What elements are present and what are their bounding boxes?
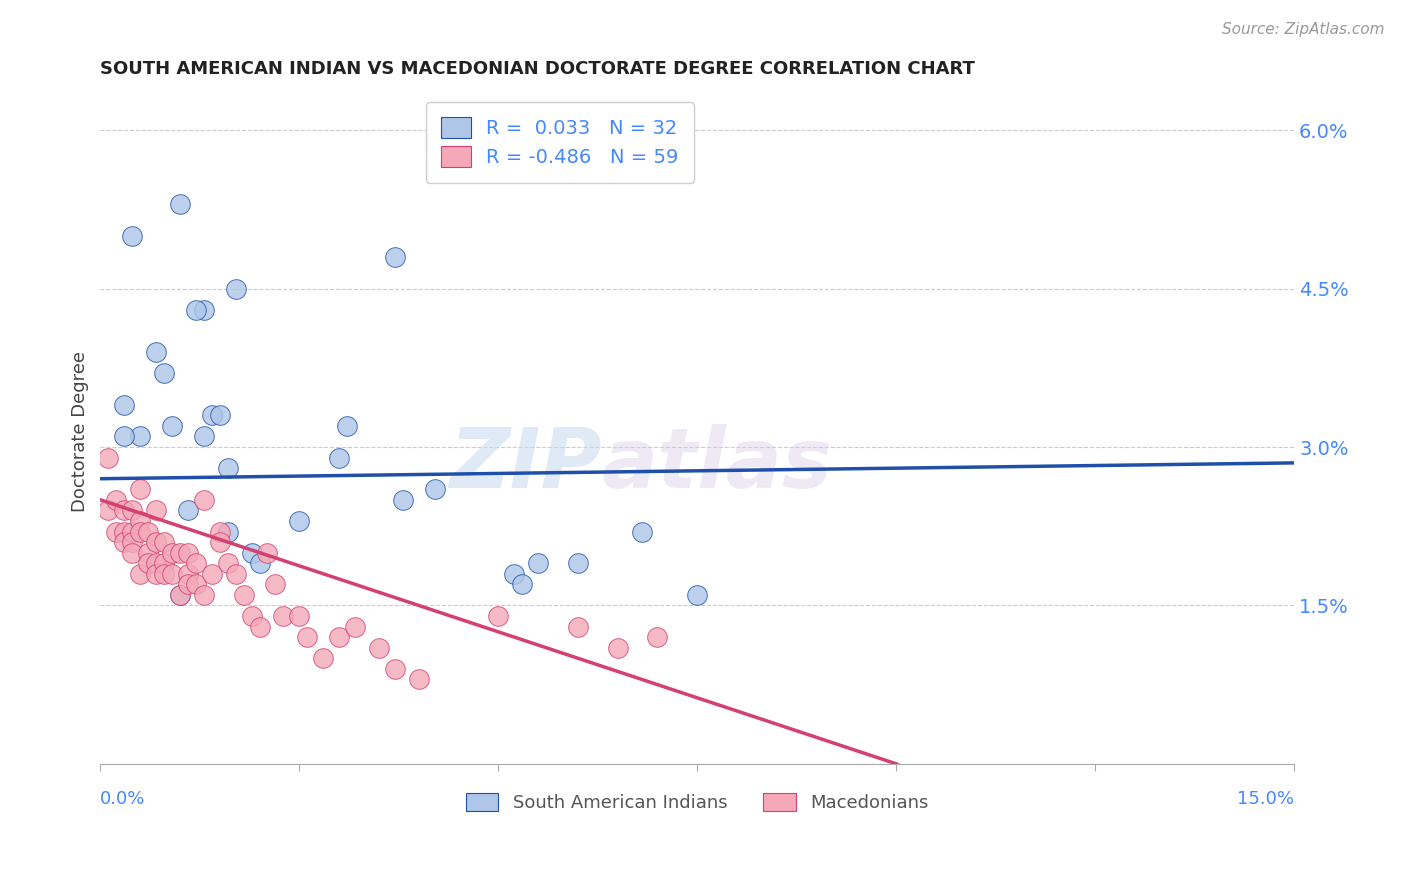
- Point: [105, 524, 128, 539]
- Point: [112, 398, 135, 412]
- Point: [177, 503, 200, 517]
- Text: 15.0%: 15.0%: [1237, 790, 1294, 808]
- Text: 0.0%: 0.0%: [100, 790, 146, 808]
- Point: [273, 609, 295, 624]
- Point: [177, 546, 200, 560]
- Point: [208, 535, 231, 549]
- Point: [153, 535, 176, 549]
- Legend: South American Indians, Macedonians: South American Indians, Macedonians: [457, 784, 938, 822]
- Point: [177, 566, 200, 581]
- Point: [384, 662, 406, 676]
- Point: [391, 492, 413, 507]
- Point: [184, 577, 207, 591]
- Point: [160, 546, 183, 560]
- Point: [193, 492, 215, 507]
- Point: [288, 609, 311, 624]
- Point: [249, 556, 271, 570]
- Point: [232, 588, 254, 602]
- Point: [225, 566, 247, 581]
- Point: [328, 630, 350, 644]
- Point: [249, 619, 271, 633]
- Point: [184, 556, 207, 570]
- Point: [344, 619, 367, 633]
- Point: [129, 566, 152, 581]
- Point: [686, 588, 709, 602]
- Point: [328, 450, 350, 465]
- Point: [368, 640, 391, 655]
- Point: [121, 503, 143, 517]
- Point: [193, 588, 215, 602]
- Point: [121, 228, 143, 243]
- Y-axis label: Doctorate Degree: Doctorate Degree: [72, 351, 89, 512]
- Point: [225, 282, 247, 296]
- Text: atlas: atlas: [602, 424, 832, 505]
- Point: [121, 546, 143, 560]
- Point: [169, 197, 191, 211]
- Point: [208, 524, 231, 539]
- Point: [145, 556, 167, 570]
- Point: [145, 503, 167, 517]
- Point: [153, 366, 176, 380]
- Point: [217, 524, 239, 539]
- Point: [336, 419, 359, 434]
- Text: SOUTH AMERICAN INDIAN VS MACEDONIAN DOCTORATE DEGREE CORRELATION CHART: SOUTH AMERICAN INDIAN VS MACEDONIAN DOCT…: [100, 60, 976, 78]
- Point: [193, 429, 215, 443]
- Point: [160, 566, 183, 581]
- Point: [527, 556, 550, 570]
- Point: [193, 302, 215, 317]
- Point: [112, 503, 135, 517]
- Point: [184, 302, 207, 317]
- Point: [153, 566, 176, 581]
- Point: [145, 566, 167, 581]
- Point: [408, 673, 430, 687]
- Point: [145, 535, 167, 549]
- Point: [384, 250, 406, 264]
- Point: [630, 524, 652, 539]
- Point: [510, 577, 533, 591]
- Point: [256, 546, 278, 560]
- Point: [169, 588, 191, 602]
- Point: [136, 546, 159, 560]
- Point: [153, 556, 176, 570]
- Point: [647, 630, 669, 644]
- Point: [312, 651, 335, 665]
- Point: [240, 546, 263, 560]
- Point: [112, 429, 135, 443]
- Point: [503, 566, 526, 581]
- Point: [177, 577, 200, 591]
- Point: [567, 619, 589, 633]
- Point: [217, 556, 239, 570]
- Point: [112, 535, 135, 549]
- Point: [567, 556, 589, 570]
- Point: [486, 609, 509, 624]
- Point: [160, 419, 183, 434]
- Point: [240, 609, 263, 624]
- Point: [112, 524, 135, 539]
- Point: [217, 461, 239, 475]
- Point: [288, 514, 311, 528]
- Point: [423, 483, 446, 497]
- Text: ZIP: ZIP: [449, 424, 602, 505]
- Point: [129, 514, 152, 528]
- Point: [105, 492, 128, 507]
- Point: [201, 566, 224, 581]
- Point: [129, 524, 152, 539]
- Point: [129, 429, 152, 443]
- Point: [169, 588, 191, 602]
- Point: [129, 483, 152, 497]
- Point: [201, 409, 224, 423]
- Point: [121, 535, 143, 549]
- Point: [297, 630, 319, 644]
- Point: [121, 524, 143, 539]
- Point: [169, 546, 191, 560]
- Point: [208, 409, 231, 423]
- Point: [136, 556, 159, 570]
- Point: [264, 577, 287, 591]
- Point: [97, 450, 120, 465]
- Point: [97, 503, 120, 517]
- Point: [145, 345, 167, 359]
- Point: [606, 640, 628, 655]
- Text: Source: ZipAtlas.com: Source: ZipAtlas.com: [1222, 22, 1385, 37]
- Point: [136, 524, 159, 539]
